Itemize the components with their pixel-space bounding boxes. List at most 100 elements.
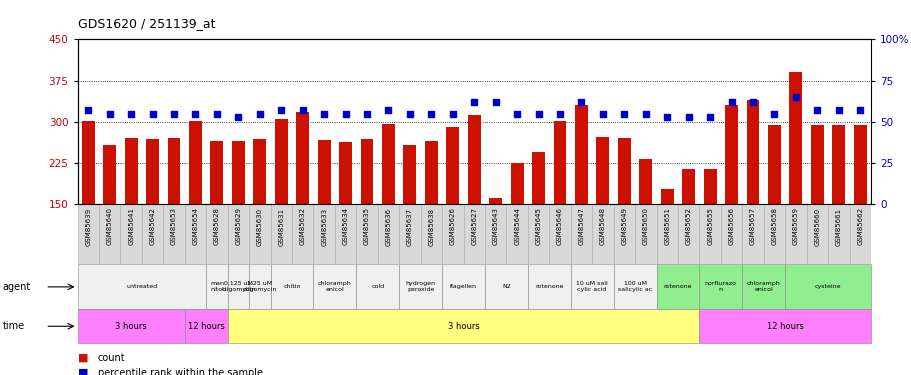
Text: GSM85660: GSM85660 [814,207,820,246]
Bar [634,204,656,264]
Text: GSM85636: GSM85636 [385,207,391,246]
Bar [660,189,673,204]
Text: GSM85642: GSM85642 [149,207,156,245]
Bar [253,140,266,204]
Bar [185,204,206,264]
Text: rotenone: rotenone [663,284,691,290]
Point [852,107,866,113]
Bar [442,264,485,309]
Point [210,111,224,117]
Bar [699,309,870,343]
Text: norflurazo
n: norflurazo n [704,282,736,292]
Text: GSM85638: GSM85638 [428,207,434,246]
Bar [103,145,116,204]
Bar [827,204,848,264]
Text: 3 hours: 3 hours [447,322,479,331]
Text: GSM85635: GSM85635 [363,207,370,245]
Point [145,111,159,117]
Text: GSM85655: GSM85655 [706,207,712,245]
Bar [442,204,463,264]
Text: GSM85634: GSM85634 [343,207,348,245]
Text: ■: ■ [77,353,88,363]
Bar [356,204,377,264]
Bar [591,204,613,264]
Point [788,94,803,100]
Point [617,111,631,117]
Bar [274,119,287,204]
Bar [228,204,249,264]
Text: cysteine: cysteine [814,284,841,290]
Bar [618,138,630,204]
Point [316,111,331,117]
Bar [120,204,142,264]
Bar [445,128,459,204]
Text: GSM85641: GSM85641 [128,207,134,245]
Point [167,111,181,117]
Text: GSM85656: GSM85656 [728,207,733,245]
Bar [206,204,228,264]
Text: N2: N2 [501,284,510,290]
Bar [763,204,784,264]
Bar [805,204,827,264]
Bar [403,145,416,204]
Bar [699,264,742,309]
Bar [313,264,356,309]
Bar [656,204,677,264]
Bar [125,138,138,204]
Point [124,111,138,117]
Bar [296,112,309,204]
Bar [142,204,163,264]
Bar [656,264,699,309]
Bar [334,204,356,264]
Bar [810,125,823,204]
Point [295,107,310,113]
Point [702,114,717,120]
Bar [292,204,313,264]
Bar [506,204,527,264]
Point [359,111,374,117]
Bar [527,204,548,264]
Text: GSM85628: GSM85628 [214,207,220,245]
Text: GSM85644: GSM85644 [514,207,519,245]
Bar [382,123,394,204]
Bar [553,121,566,204]
Point [402,111,416,117]
Point [723,99,738,105]
Text: 10 uM sali
cylic acid: 10 uM sali cylic acid [576,282,608,292]
Bar [570,264,613,309]
Point [381,107,395,113]
Bar [249,264,271,309]
Text: GSM85632: GSM85632 [300,207,305,245]
Bar [249,204,271,264]
Text: cold: cold [371,284,384,290]
Text: GSM85629: GSM85629 [235,207,241,245]
Text: GSM85631: GSM85631 [278,207,284,246]
Text: GSM85640: GSM85640 [107,207,113,245]
Bar [185,309,228,343]
Bar [271,204,292,264]
Bar [485,204,506,264]
Point [660,114,674,120]
Bar [742,204,763,264]
Text: GSM85626: GSM85626 [449,207,456,245]
Bar [596,137,609,204]
Bar [271,264,313,309]
Bar [767,125,780,204]
Point [338,111,353,117]
Bar [425,141,437,204]
Text: GDS1620 / 251139_at: GDS1620 / 251139_at [77,17,215,30]
Bar [570,204,591,264]
Point [445,111,459,117]
Bar [356,264,399,309]
Text: 0.125 uM
oligomycin: 0.125 uM oligomycin [221,282,255,292]
Bar [575,105,588,204]
Text: GSM85645: GSM85645 [535,207,541,245]
Bar [317,140,330,204]
Bar [313,204,334,264]
Bar [485,264,527,309]
Bar [467,115,480,204]
Point [638,111,652,117]
Text: GSM85651: GSM85651 [663,207,670,245]
Bar [146,140,159,204]
Point [424,111,438,117]
